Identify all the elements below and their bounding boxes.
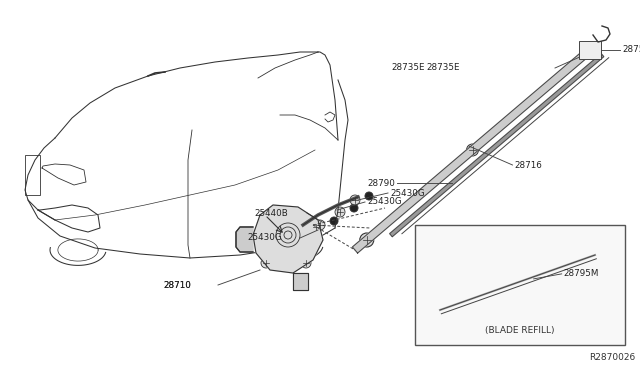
Bar (25, 155, 40, 195)
Polygon shape (253, 205, 323, 273)
Circle shape (350, 195, 360, 205)
Circle shape (330, 217, 338, 225)
Bar (415, 225, 625, 345)
Text: 28710: 28710 (163, 280, 191, 289)
Circle shape (261, 258, 271, 268)
Bar (579, 41, 601, 59)
Circle shape (335, 207, 345, 217)
Circle shape (365, 192, 373, 200)
Polygon shape (390, 54, 604, 237)
Circle shape (311, 222, 321, 232)
Text: 28716: 28716 (515, 160, 542, 170)
Circle shape (315, 220, 325, 230)
Text: 25430G: 25430G (390, 189, 424, 198)
Text: 25440B: 25440B (254, 208, 288, 218)
Text: 25430G: 25430G (367, 198, 402, 206)
Text: (BLADE REFILL): (BLADE REFILL) (485, 326, 555, 334)
Text: R2870026: R2870026 (589, 353, 635, 362)
Text: 28735E: 28735E (392, 64, 425, 73)
Circle shape (360, 233, 374, 247)
Text: 28735E: 28735E (426, 64, 460, 73)
Polygon shape (236, 227, 253, 252)
Text: 28795M: 28795M (564, 269, 599, 278)
Text: 28710: 28710 (163, 280, 191, 289)
Text: 25430G: 25430G (248, 234, 282, 243)
Circle shape (350, 204, 358, 212)
Circle shape (467, 144, 479, 156)
Polygon shape (353, 47, 593, 253)
Circle shape (301, 258, 311, 268)
Text: 28755: 28755 (622, 45, 640, 55)
Text: 28790: 28790 (367, 179, 395, 187)
Polygon shape (293, 273, 308, 290)
